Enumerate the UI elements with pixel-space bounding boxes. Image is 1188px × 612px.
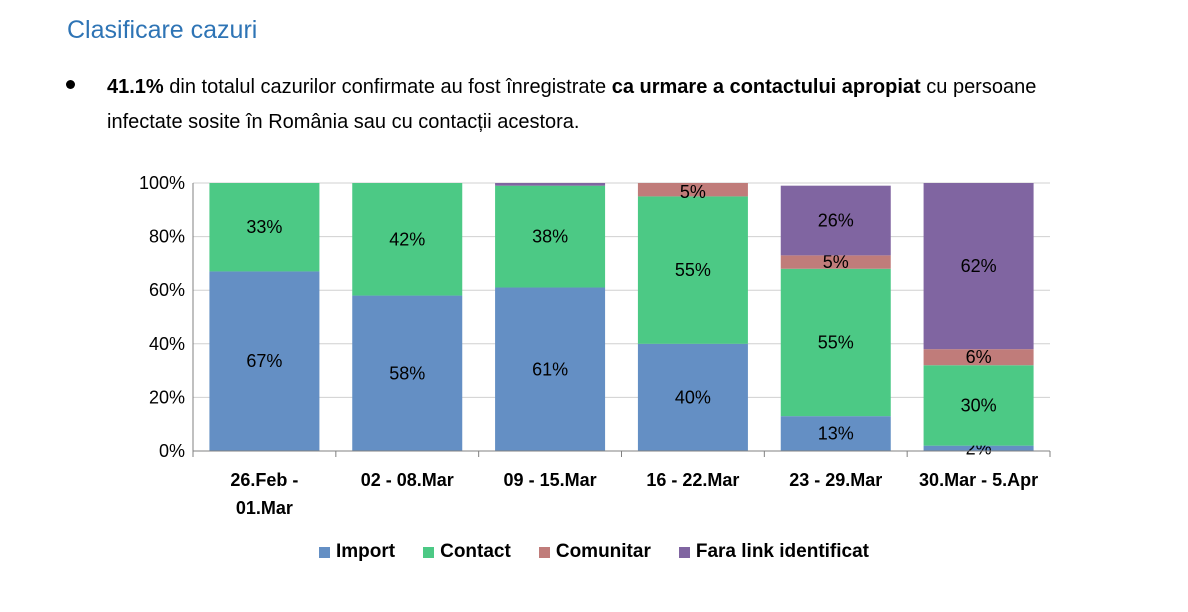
data-label-contact: 42% (389, 229, 425, 249)
legend-label: Fara link identificat (695, 541, 869, 562)
y-tick-label: 0% (159, 441, 185, 461)
x-tick-label: 16 - 22.Mar (646, 470, 739, 490)
bar-segment-contact (209, 183, 320, 272)
legend-item-contact: Contact (423, 541, 511, 563)
bar-segment-import (209, 271, 320, 451)
summary-emphasis: ca urmare a contactului apropiat (611, 76, 921, 98)
legend-item-comunitar: Comunitar (538, 541, 651, 563)
y-tick-label: 20% (149, 387, 185, 407)
y-tick-label: 60% (149, 280, 185, 300)
data-label-contact: 55% (675, 260, 711, 280)
x-tick-label: 09 - 15.Mar (504, 470, 597, 490)
legend-label: Comunitar (555, 541, 651, 562)
bullet-icon (66, 80, 75, 89)
x-tick-label: 26.Feb - (230, 470, 298, 490)
x-tick-label: 01.Mar (236, 498, 293, 518)
bar-segment-fara_link (923, 183, 1034, 350)
bar-segment-fara_link (495, 183, 606, 186)
legend-item-fara_link: Fara link identificat (678, 541, 869, 563)
page-title: Clasificare cazuri (67, 16, 258, 44)
bar-segment-contact (495, 185, 606, 288)
bar-segment-import (780, 416, 891, 451)
bar-segment-import (495, 287, 606, 451)
bar-segment-contact (637, 196, 748, 344)
bar-segment-contact (352, 183, 463, 296)
data-label-comunitar: 5% (823, 252, 849, 272)
legend-swatch (678, 546, 690, 558)
data-label-comunitar: 5% (680, 182, 706, 202)
x-tick-label: 30.Mar - 5.Apr (919, 470, 1038, 490)
x-tick-label: 02 - 08.Mar (361, 470, 454, 490)
chart-legend: Import Contact Comunitar Fara link identifi… (0, 541, 1188, 563)
x-tick-label: 23 - 29.Mar (789, 470, 882, 490)
data-label-contact: 38% (532, 227, 568, 247)
bar-segment-contact (780, 268, 891, 417)
legend-label: Contact (440, 541, 511, 562)
bar-segment-comunitar (637, 183, 748, 197)
data-label-import: 13% (818, 424, 854, 444)
summary-percentage: 41.1% (107, 76, 164, 98)
legend-swatch (538, 546, 550, 558)
legend-swatch (423, 546, 435, 558)
summary-text-1: din totalul cazurilor confirmate au fost… (163, 76, 612, 98)
bar-segment-import (923, 445, 1034, 451)
data-label-import: 58% (389, 363, 425, 383)
bar-segment-import (637, 343, 748, 451)
legend-item-import: Import (319, 541, 395, 563)
legend-label: Import (336, 541, 396, 562)
data-label-import: 67% (246, 351, 282, 371)
data-label-fara_link: 26% (818, 211, 854, 231)
data-label-import: 61% (532, 359, 568, 379)
data-label-fara_link: 62% (961, 256, 997, 276)
y-tick-label: 40% (149, 334, 185, 354)
bar-segment-import (352, 295, 463, 451)
y-tick-label: 100% (139, 173, 185, 193)
summary-text-2: cu persoane infectate sosite în România … (107, 76, 1037, 133)
bar-segment-contact (923, 365, 1034, 446)
data-label-import: 40% (675, 387, 711, 407)
bar-segment-comunitar (780, 255, 891, 269)
summary-bullet: 41.1% din totalul cazurilor confirmate a… (107, 70, 1067, 140)
data-label-contact: 55% (818, 332, 854, 352)
bar-segment-fara_link (780, 185, 891, 256)
legend-swatch (319, 546, 330, 558)
data-label-contact: 30% (961, 395, 997, 415)
data-label-contact: 33% (246, 217, 282, 237)
y-tick-label: 80% (149, 227, 185, 247)
bar-segment-comunitar (923, 349, 1034, 366)
data-label-comunitar: 6% (966, 347, 992, 367)
